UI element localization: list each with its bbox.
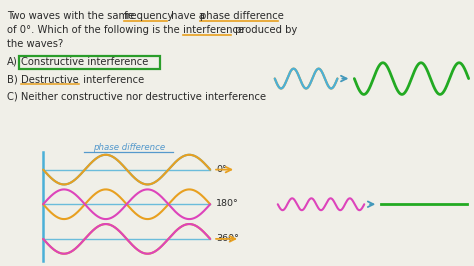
Text: 180°: 180° [216, 199, 239, 208]
Text: Constructive interference: Constructive interference [21, 57, 149, 67]
Text: the waves?: the waves? [8, 39, 64, 49]
Text: B): B) [8, 75, 18, 85]
Text: 0°: 0° [216, 165, 227, 174]
Text: 360°: 360° [216, 234, 239, 243]
Text: interference: interference [183, 25, 245, 35]
Text: Destructive: Destructive [21, 75, 79, 85]
Text: have a: have a [168, 11, 209, 21]
Text: phase difference: phase difference [92, 143, 164, 152]
Text: C) Neither constructive nor destructive interference: C) Neither constructive nor destructive … [8, 92, 266, 101]
Text: A): A) [8, 57, 18, 67]
Text: Two waves with the same: Two waves with the same [8, 11, 138, 21]
Text: of 0°. Which of the following is the: of 0°. Which of the following is the [8, 25, 183, 35]
Text: frequency: frequency [124, 11, 174, 21]
Text: interference: interference [80, 75, 144, 85]
Bar [19, 56, 161, 69]
Text: phase difference: phase difference [200, 11, 284, 21]
Text: produced by: produced by [232, 25, 297, 35]
